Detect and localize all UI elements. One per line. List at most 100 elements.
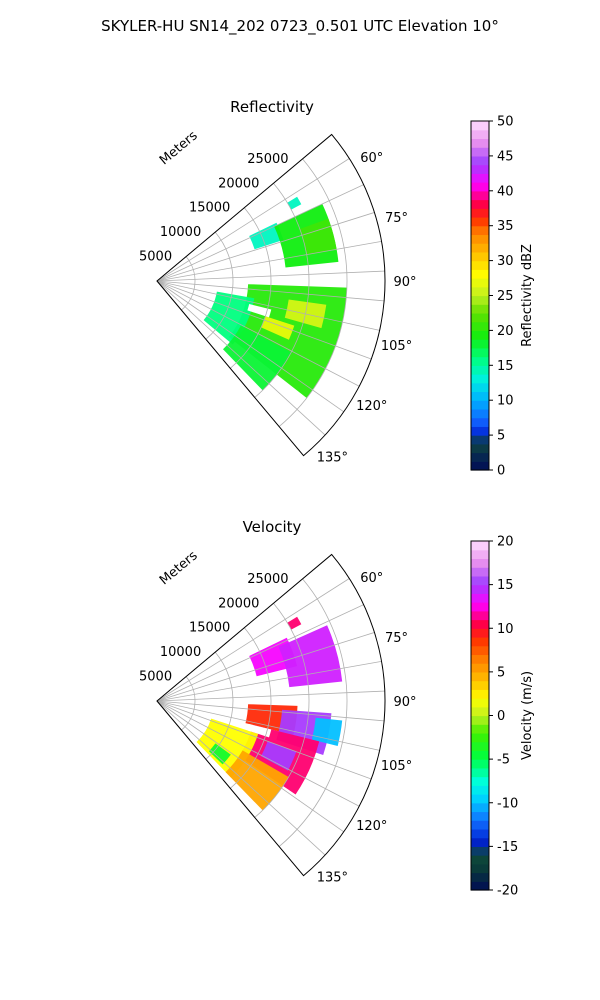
azimuth-tick-label: 105° (381, 759, 412, 774)
azimuth-spoke (156, 270, 385, 282)
azimuth-tick-label: 90° (393, 275, 416, 290)
azimuth-spoke (156, 241, 382, 282)
colorbar-swatch (471, 278, 489, 288)
colorbar-swatch (471, 584, 489, 594)
radial-tick-label: 5000 (139, 250, 172, 265)
azimuth-spoke (156, 280, 326, 436)
colorbar-swatch (471, 164, 489, 174)
radial-tick-label: 15000 (189, 201, 230, 216)
colorbar-swatch (471, 698, 489, 708)
azimuth-tick-label: 75° (385, 631, 408, 646)
azimuth-spoke (156, 700, 372, 780)
figure-suptitle: SKYLER-HU SN14_202 0723_0.501 UTC Elevat… (101, 17, 499, 36)
colorbar-swatch (471, 732, 489, 743)
colorbar-swatch (471, 225, 489, 236)
colorbar-tick-label: 45 (497, 149, 514, 164)
colorbar-swatch (471, 541, 489, 551)
radial-tick-label: 10000 (160, 645, 201, 660)
colorbar-swatch (471, 260, 489, 270)
colorbar-swatch (471, 820, 489, 830)
colorbar-tick-label: 20 (497, 324, 514, 339)
colorbar-swatch (471, 706, 489, 717)
colorbar-swatch (471, 391, 489, 401)
colorbar-swatch (471, 400, 489, 410)
azimuth-spoke (156, 184, 364, 282)
azimuth-spoke (156, 280, 380, 331)
azimuth-tick-label: 90° (393, 695, 416, 710)
colorbar-swatch (471, 243, 489, 253)
colorbar-swatch (471, 426, 489, 436)
azimuth-spoke (156, 700, 326, 856)
colorbar-swatch (471, 435, 489, 445)
colorbar-swatch (471, 408, 489, 419)
colorbar-swatch (471, 129, 489, 140)
radial-tick-label: 25000 (247, 572, 288, 587)
colorbar-swatch (471, 251, 489, 262)
colorbar-swatch (471, 461, 489, 471)
colorbar-swatch (471, 365, 489, 375)
azimuth-tick-label: 120° (356, 819, 387, 834)
colorbar-tick-label: -15 (497, 840, 518, 855)
colorbar-swatch (471, 811, 489, 821)
colorbar-swatch (471, 339, 489, 349)
colorbar-swatch (471, 828, 489, 839)
radial-axis-label: Meters (157, 128, 201, 168)
azimuth-tick-label: 135° (317, 870, 348, 885)
radial-tick-label: 25000 (247, 152, 288, 167)
colorbar-swatch (471, 321, 489, 331)
azimuth-spoke (156, 632, 375, 702)
echo-region (247, 304, 272, 318)
colorbar-swatch (471, 715, 489, 725)
colorbar-swatch (471, 767, 489, 778)
chart-title: Velocity (243, 518, 302, 536)
sector-frame (156, 553, 386, 877)
radial-tick-label: 5000 (139, 670, 172, 685)
colorbar-swatch (471, 663, 489, 673)
radial-tick-label: 10000 (160, 225, 201, 240)
colorbar-swatch (471, 750, 489, 760)
colorbar-swatch (471, 417, 489, 427)
azimuth-tick-label: 135° (317, 450, 348, 465)
colorbar-tick-label: 5 (497, 429, 505, 444)
echo-region (311, 717, 343, 746)
echo-region (225, 750, 289, 811)
echo-region (287, 196, 302, 210)
azimuth-tick-label: 120° (356, 399, 387, 414)
colorbar-swatch (471, 602, 489, 612)
colorbar-label: Reflectivity dBZ (520, 244, 535, 347)
colorbar-swatch (471, 121, 489, 131)
azimuth-tick-label: 105° (381, 339, 412, 354)
colorbar-tick-label: 0 (497, 464, 505, 479)
colorbar-swatch (471, 138, 489, 148)
echo-region (208, 743, 231, 765)
echo-region (247, 724, 272, 738)
azimuth-spoke (156, 280, 385, 302)
colorbar-swatch (471, 628, 489, 638)
colorbar-tick-label: 20 (497, 535, 514, 550)
colorbar-swatch (471, 846, 489, 856)
colorbar-swatch (471, 759, 489, 769)
colorbar-tick-label: -10 (497, 796, 518, 811)
colorbar-swatch (471, 374, 489, 384)
colorbar-swatch (471, 199, 489, 209)
colorbar-swatch (471, 155, 489, 166)
colorbar-swatch (471, 785, 489, 795)
colorbar-tick-label: 30 (497, 254, 514, 269)
colorbar-tick-label: 5 (497, 665, 505, 680)
colorbar-tick-label: 25 (497, 289, 514, 304)
colorbar-swatch (471, 382, 489, 393)
colorbar-swatch (471, 216, 489, 227)
colorbar-swatch (471, 558, 489, 568)
colorbar-swatch (471, 575, 489, 586)
azimuth-spoke (156, 661, 382, 702)
colorbar-swatch (471, 863, 489, 874)
azimuth-spoke (156, 604, 364, 702)
radial-axis-label: Meters (157, 548, 201, 588)
azimuth-spoke (156, 280, 372, 360)
azimuth-tick-label: 60° (360, 151, 383, 166)
colorbar-tick-label: -5 (497, 753, 510, 768)
colorbar-swatch (471, 680, 489, 690)
azimuth-spoke (156, 690, 385, 702)
reflectivity-panel: Reflectivity 5000 10000 15000 20000 25000 Mete… (139, 98, 535, 479)
colorbar: -20 -15 -10 -5 0 5 10 15 20 Velocity (m/s) (470, 535, 535, 899)
